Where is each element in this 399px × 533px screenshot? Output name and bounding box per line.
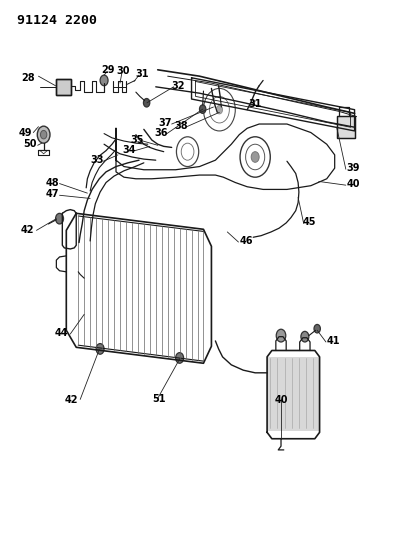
Circle shape [216, 106, 223, 114]
Text: 49: 49 [18, 127, 32, 138]
Text: 40: 40 [347, 179, 360, 189]
Circle shape [40, 131, 47, 139]
Text: 46: 46 [239, 236, 253, 246]
Text: 91124 2200: 91124 2200 [17, 14, 97, 27]
Bar [268, 357, 319, 431]
Text: 38: 38 [174, 120, 188, 131]
Circle shape [96, 344, 104, 354]
Text: 36: 36 [154, 127, 168, 138]
Text: 31: 31 [249, 99, 262, 109]
Text: 42: 42 [65, 395, 78, 406]
Bar [56, 79, 71, 95]
Text: 45: 45 [303, 217, 316, 228]
Text: 50: 50 [23, 139, 36, 149]
Text: 44: 44 [55, 328, 68, 338]
Text: 32: 32 [172, 81, 185, 91]
Bar [56, 79, 71, 95]
Bar [337, 116, 355, 138]
Circle shape [100, 75, 108, 86]
Text: 37: 37 [158, 118, 172, 128]
Text: 29: 29 [101, 65, 115, 75]
Text: 35: 35 [130, 135, 144, 145]
Text: 51: 51 [152, 394, 166, 405]
Text: 48: 48 [46, 177, 59, 188]
Text: 42: 42 [21, 225, 34, 236]
Text: 33: 33 [91, 155, 104, 165]
Circle shape [200, 105, 206, 114]
Circle shape [143, 99, 150, 107]
Circle shape [276, 329, 286, 342]
Text: 40: 40 [274, 395, 288, 406]
Text: 39: 39 [347, 163, 360, 173]
Text: 34: 34 [122, 144, 136, 155]
Text: 31: 31 [135, 69, 148, 79]
Text: 28: 28 [21, 73, 34, 83]
Circle shape [37, 126, 50, 143]
Circle shape [55, 213, 63, 224]
Text: 41: 41 [327, 336, 340, 346]
Bar [337, 116, 355, 138]
Text: 47: 47 [46, 189, 59, 199]
Circle shape [251, 152, 259, 163]
Circle shape [314, 325, 320, 333]
Text: 30: 30 [117, 66, 130, 76]
Circle shape [301, 332, 309, 342]
Circle shape [176, 353, 184, 364]
